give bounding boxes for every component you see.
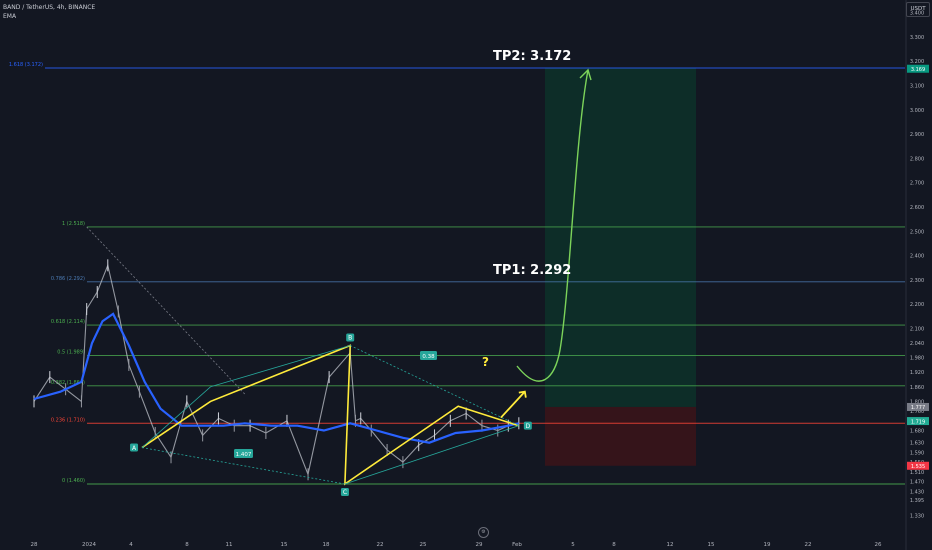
- y-tick-label: 1.860: [910, 385, 924, 391]
- price-badge-label: 1.719: [911, 419, 925, 425]
- pattern-point-label: A: [132, 445, 137, 452]
- target-arrow: [516, 69, 589, 382]
- x-tick-label: 22: [805, 542, 812, 548]
- x-tick-label: 11: [226, 542, 233, 548]
- question-mark: ?: [482, 355, 489, 369]
- x-tick-label: 8: [185, 542, 189, 548]
- y-tick-label: 1.510: [910, 470, 924, 476]
- ema-line: [33, 312, 520, 444]
- y-tick-label: 3.100: [910, 83, 924, 89]
- x-tick-label: Feb: [512, 542, 522, 548]
- price-badge: [907, 64, 929, 73]
- x-tick-label: 15: [281, 542, 288, 548]
- fib-level-label: 0.382 (1.864): [51, 380, 85, 386]
- y-tick-label: 1.430: [910, 489, 924, 495]
- y-tick-label: 3.300: [910, 35, 924, 41]
- price-badge: [907, 417, 929, 426]
- y-tick-label: 1.590: [910, 450, 924, 456]
- y-tick-label: 3.000: [910, 108, 924, 114]
- y-tick-label: 2.900: [910, 132, 924, 138]
- pattern-point-badge: [340, 488, 349, 496]
- y-tick-label: 2.400: [910, 254, 924, 260]
- x-tick-label: 4: [129, 542, 133, 548]
- y-tick-label: 2.200: [910, 302, 924, 308]
- x-tick-label: 22: [377, 542, 384, 548]
- x-tick-label: 12: [667, 542, 674, 548]
- channel-line: [210, 345, 351, 388]
- projection-arrow: [500, 391, 526, 419]
- ratio-label: 1.407: [236, 452, 252, 458]
- y-tick-label: 2.500: [910, 229, 924, 235]
- pattern-point-label: B: [348, 335, 352, 342]
- price-badge: [907, 461, 929, 470]
- target-arrowhead: [579, 68, 592, 81]
- tp2-label: TP2: 3.172: [493, 49, 571, 64]
- pattern-point-label: C: [343, 489, 347, 496]
- y-tick-label: 1.330: [910, 514, 924, 520]
- y-tick-label: 2.040: [910, 341, 924, 347]
- indicator-label: EMA: [3, 13, 17, 20]
- fib-level-label: 0.236 (1.710): [51, 417, 85, 423]
- chart-legend: BAND / TetherUS, 4h, BINANCE EMA: [3, 3, 95, 21]
- y-tick-label: 2.700: [910, 181, 924, 187]
- ratio-badge: [234, 449, 253, 458]
- pattern-point-label: D: [526, 423, 531, 430]
- fib-level-label: 1.618 (3.172): [9, 62, 43, 68]
- fib-level-label: 0 (1.460): [62, 478, 85, 484]
- x-tick-label: 26: [875, 542, 882, 548]
- harmonic-pattern-path: [141, 344, 520, 486]
- x-tick-label: 29: [476, 542, 483, 548]
- chart-settings-icon[interactable]: ⚙: [478, 527, 489, 538]
- y-tick-label: 1.680: [910, 429, 924, 435]
- x-tick-label: 28: [31, 542, 38, 548]
- y-tick-label: 1.395: [910, 498, 924, 504]
- price-badge: [907, 402, 929, 411]
- channel-line: [344, 425, 519, 485]
- y-tick-label: 2.100: [910, 326, 924, 332]
- x-tick-label: 15: [708, 542, 715, 548]
- channel-line: [141, 386, 211, 448]
- x-tick-label: 25: [420, 542, 427, 548]
- y-tick-label: 2.600: [910, 205, 924, 211]
- x-tick-label: 8: [612, 542, 616, 548]
- projection-arrowhead: [518, 390, 527, 398]
- fib-level-label: 1 (2.518): [62, 221, 85, 227]
- price-badge-label: 1.777: [911, 405, 925, 411]
- y-tick-label: 1.760: [910, 409, 924, 415]
- price-badge-label: 1.535: [911, 464, 925, 470]
- ratio-badge: [420, 351, 437, 360]
- pattern-point-badge: [130, 443, 139, 452]
- symbol-label: BAND / TetherUS, 4h, BINANCE: [3, 4, 96, 11]
- x-tick-label: 2024: [82, 542, 96, 548]
- channel-line: [350, 345, 520, 427]
- y-tick-label: 1.920: [910, 370, 924, 376]
- y-tick-label: 1.470: [910, 480, 924, 486]
- pattern-point-badge: [346, 333, 355, 342]
- profit-zone: [545, 68, 696, 407]
- y-tick-label: 1.630: [910, 441, 924, 447]
- x-tick-label: 5: [571, 542, 575, 548]
- y-tick-label: 3.400: [910, 11, 924, 17]
- pattern-point-badge: [523, 421, 532, 430]
- ratio-label: 0.38: [422, 354, 435, 360]
- y-tick-label: 1.800: [910, 399, 924, 405]
- price-badge-label: 3.169: [911, 67, 925, 73]
- y-tick-label: 2.800: [910, 156, 924, 162]
- fib-level-label: 0.618 (2.114): [51, 319, 85, 325]
- y-tick-label: 2.300: [910, 278, 924, 284]
- loss-zone: [545, 406, 696, 466]
- x-tick-label: 18: [323, 542, 330, 548]
- y-tick-label: 1.980: [910, 356, 924, 362]
- y-tick-label: 3.200: [910, 59, 924, 65]
- tp1-label: TP1: 2.292: [493, 263, 571, 278]
- x-tick-label: 19: [764, 542, 771, 548]
- fib-level-label: 0.786 (2.292): [51, 276, 85, 282]
- currency-badge[interactable]: USDT: [906, 2, 930, 17]
- fib-level-label: 0.5 (1.989): [57, 349, 85, 355]
